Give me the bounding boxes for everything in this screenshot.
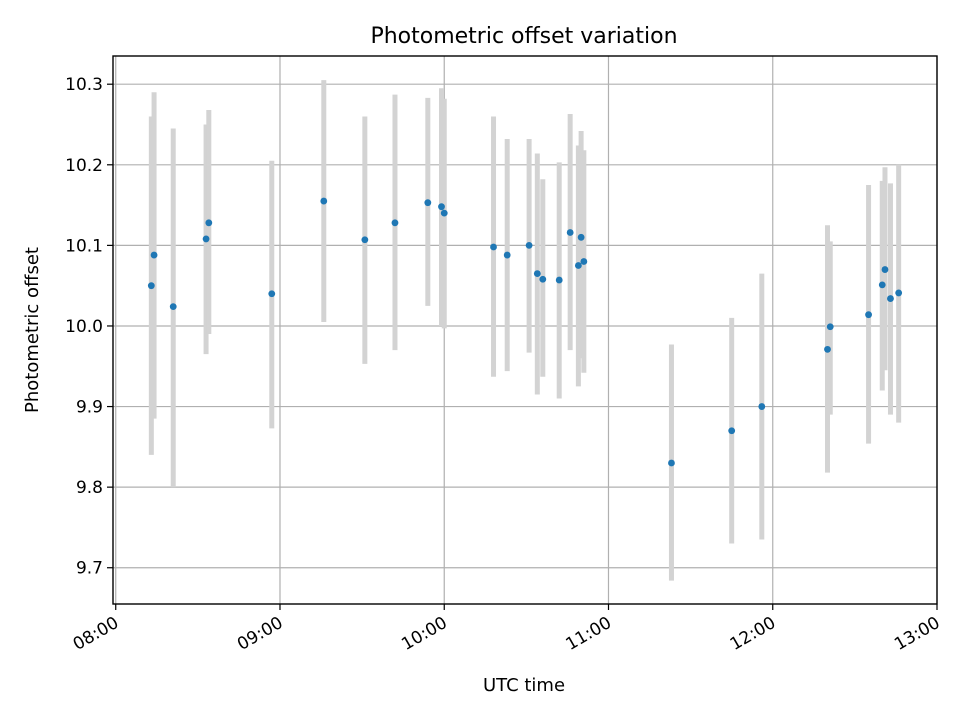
data-point [150, 251, 158, 259]
data-point [438, 203, 445, 211]
data-point [878, 281, 886, 289]
data-point [525, 241, 533, 249]
data-point [533, 270, 541, 277]
data-point [865, 311, 872, 319]
data-point [320, 197, 328, 205]
y-tick-label: 9.8 [76, 478, 103, 498]
data-point [169, 303, 177, 311]
y-tick-label: 10.1 [65, 236, 103, 256]
data-point [887, 295, 894, 302]
y-axis-label: Photometric offset [22, 247, 43, 413]
plot-frame [112, 55, 938, 605]
axis-ticks: 08:00 09:00 10:00 11:00 12:00 13:00 9.7 9.8 9.9 1… [65, 75, 943, 655]
data-point [361, 236, 369, 244]
data-point [895, 289, 903, 297]
x-tick-label: 09:00 [234, 613, 286, 655]
y-tick-label: 9.7 [76, 559, 103, 579]
data-point [503, 251, 511, 259]
data-point [147, 282, 155, 290]
data-point [539, 275, 547, 283]
data-point [205, 219, 213, 227]
data-point [202, 235, 210, 243]
data-point [490, 243, 497, 251]
x-tick-label: 11:00 [563, 613, 615, 655]
y-tick-label: 9.9 [76, 398, 103, 418]
data-point [668, 459, 675, 467]
x-tick-label: 12:00 [727, 613, 779, 655]
data-point [574, 262, 582, 269]
grid [113, 56, 938, 604]
data-point [268, 290, 276, 298]
chart-title: Photometric offset variation [370, 24, 677, 49]
data-point [566, 229, 574, 236]
data-point [824, 345, 831, 353]
x-tick-label: 08:00 [70, 613, 122, 655]
data-point [440, 209, 448, 217]
data-point [580, 258, 588, 265]
y-tick-label: 10.0 [65, 317, 103, 337]
data-point [391, 219, 399, 227]
x-tick-label: 13:00 [891, 613, 943, 655]
data-point [728, 427, 736, 435]
data-point [555, 276, 563, 284]
data-point [577, 233, 585, 241]
y-tick-label: 10.2 [65, 156, 103, 176]
x-tick-label: 10:00 [398, 613, 450, 655]
y-tick-label: 10.3 [65, 75, 103, 95]
error-bars [148, 80, 902, 581]
data-point [826, 323, 834, 331]
data-point [758, 403, 766, 410]
data-points [147, 197, 903, 467]
x-axis-label: UTC time [483, 675, 565, 696]
data-point [881, 266, 889, 273]
data-point [424, 199, 432, 207]
